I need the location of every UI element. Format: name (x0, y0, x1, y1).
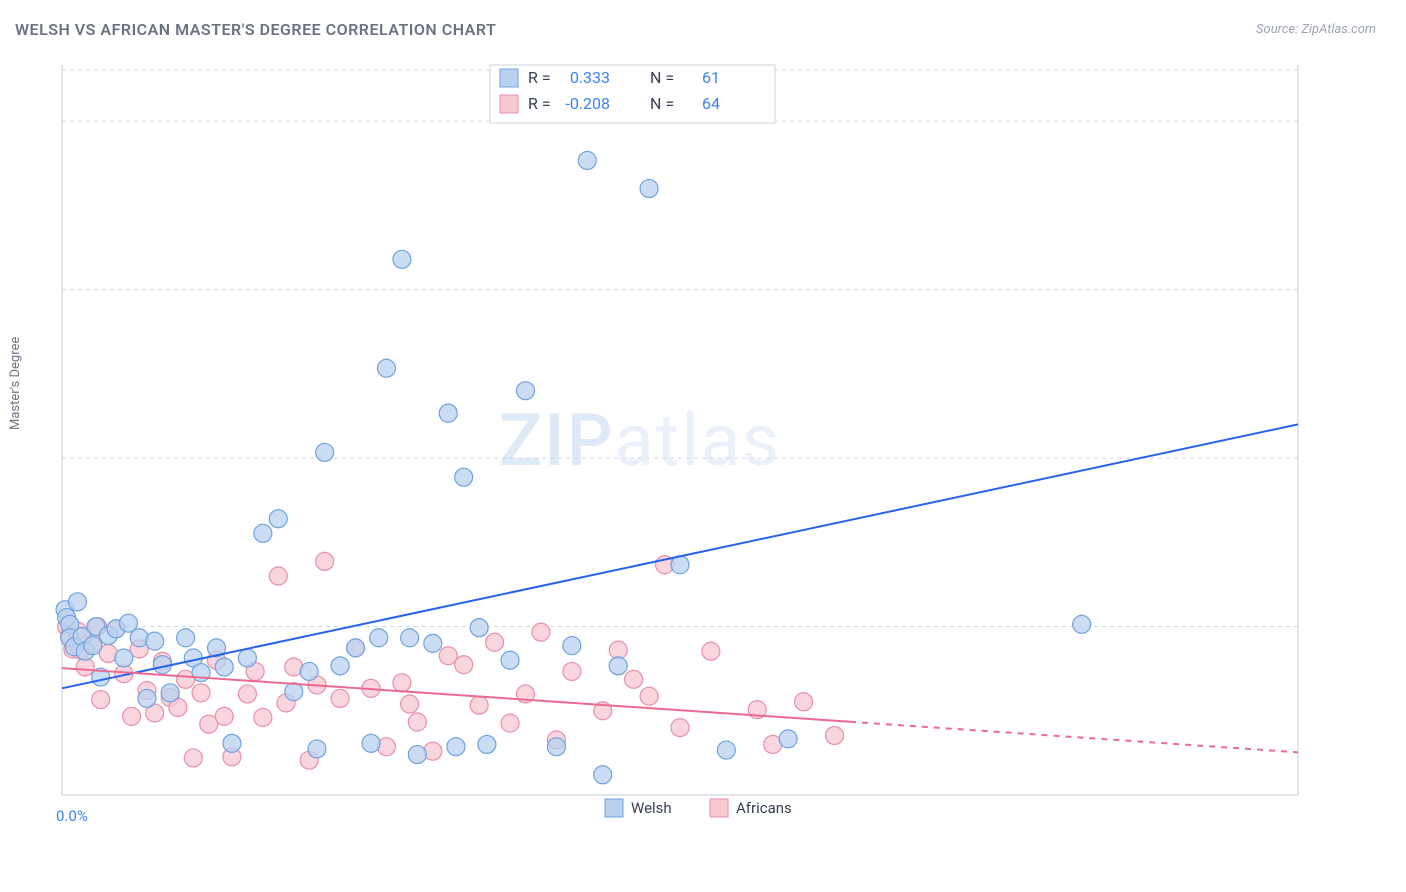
stats-r-value-welsh: 0.333 (570, 68, 610, 87)
regression-line-africans-dashed (850, 722, 1298, 753)
legend-swatch-welsh (605, 799, 623, 817)
source-attribution: Source: ZipAtlas.com (1256, 22, 1376, 37)
watermark: ZIPatlas (499, 398, 781, 483)
stats-r-value-africans: -0.208 (565, 94, 610, 113)
chart-title: WELSH VS AFRICAN MASTER'S DEGREE CORRELA… (15, 20, 496, 39)
legend-swatch-africans (710, 799, 728, 817)
legend-label-welsh: Welsh (631, 799, 672, 817)
stats-n-label: N = (650, 94, 674, 113)
stats-r-label: R = (528, 94, 551, 113)
x-min-label: 0.0% (56, 807, 88, 825)
y-axis-label: Master's Degree (8, 337, 23, 430)
stats-swatch-welsh (500, 69, 518, 87)
stats-r-label: R = (528, 68, 551, 87)
legend-label-africans: Africans (736, 799, 792, 817)
stats-swatch-africans (500, 95, 518, 113)
gridlines (62, 70, 1298, 627)
stats-n-label: N = (650, 68, 674, 87)
stats-n-value-africans: 64 (702, 94, 720, 113)
chart-plot-area: ZIPatlas15.0%30.0%45.0%60.0%0.0%80.0%R =… (50, 55, 1310, 825)
stats-n-value-welsh: 61 (702, 68, 720, 87)
scatter-africans (58, 552, 844, 769)
scatter-chart-svg: ZIPatlas15.0%30.0%45.0%60.0%0.0%80.0%R =… (50, 55, 1310, 840)
